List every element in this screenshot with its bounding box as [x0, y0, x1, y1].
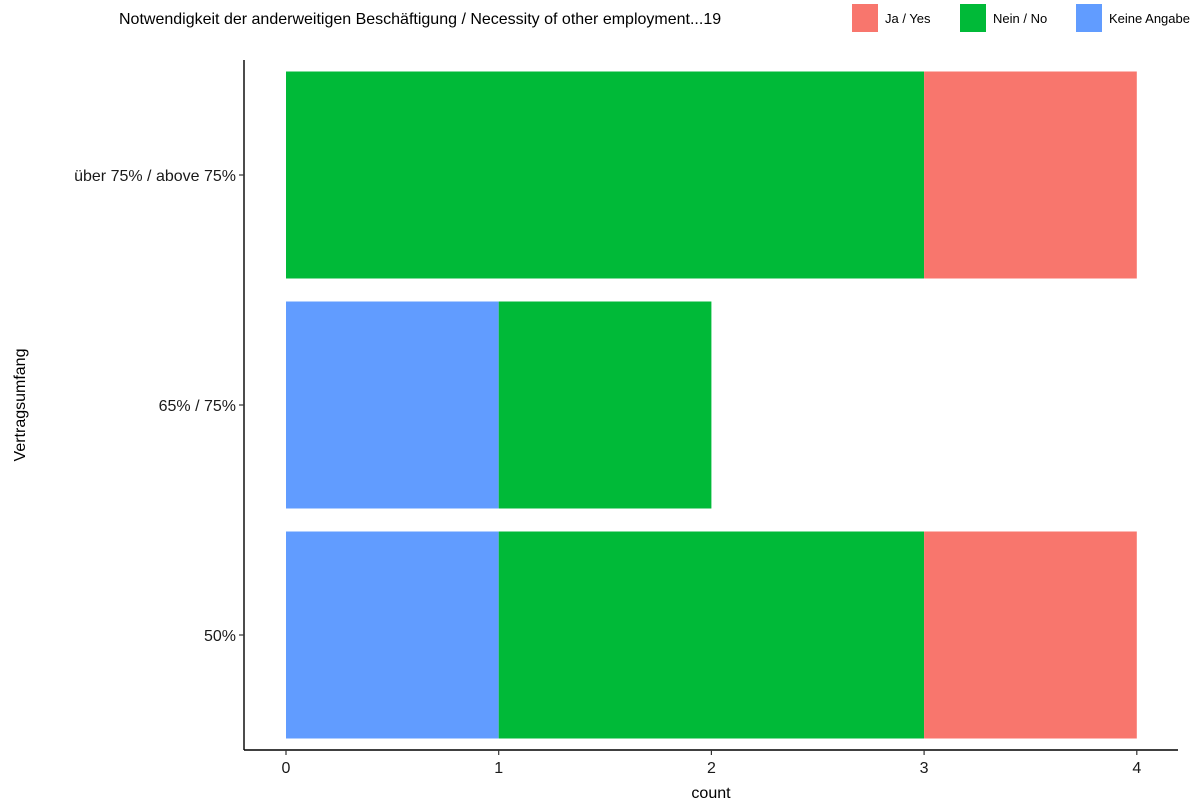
- legend-label-0: Ja / Yes: [885, 11, 931, 26]
- legend-title: Notwendigkeit der anderweitigen Beschäft…: [119, 11, 721, 28]
- legend-label-1: Nein / No: [993, 11, 1047, 26]
- y-tick-label: über 75% / above 75%: [74, 168, 236, 185]
- x-tick-label: 3: [920, 760, 929, 777]
- bar-ja-0: [924, 531, 1137, 739]
- bar-nein-2: [286, 71, 925, 279]
- legend-key-0: [852, 4, 878, 32]
- bars-group: [286, 71, 1137, 739]
- x-tick-label: 1: [494, 760, 503, 777]
- y-tick-label: 50%: [204, 628, 236, 645]
- bar-ja-2: [924, 71, 1137, 279]
- x-tick-label: 4: [1132, 760, 1141, 777]
- y-tick-label: 65% / 75%: [159, 398, 236, 415]
- legend-label-2: Keine Angabe: [1109, 11, 1190, 26]
- legend-key-2: [1076, 4, 1102, 32]
- axes-group: 0 1 2 3 4 50% 65% / 75% über 75% / above 75%: [74, 60, 1178, 777]
- bar-keine-0: [286, 531, 499, 739]
- x-tick-label: 0: [282, 760, 291, 777]
- x-axis-title: count: [691, 785, 731, 802]
- y-axis-title: Vertragsumfang: [12, 349, 29, 462]
- bar-nein-0: [498, 531, 925, 739]
- bar-nein-1: [498, 301, 712, 509]
- bar-keine-1: [286, 301, 499, 509]
- legend: Notwendigkeit der anderweitigen Beschäft…: [119, 4, 1190, 32]
- x-tick-label: 2: [707, 760, 716, 777]
- legend-key-1: [960, 4, 986, 32]
